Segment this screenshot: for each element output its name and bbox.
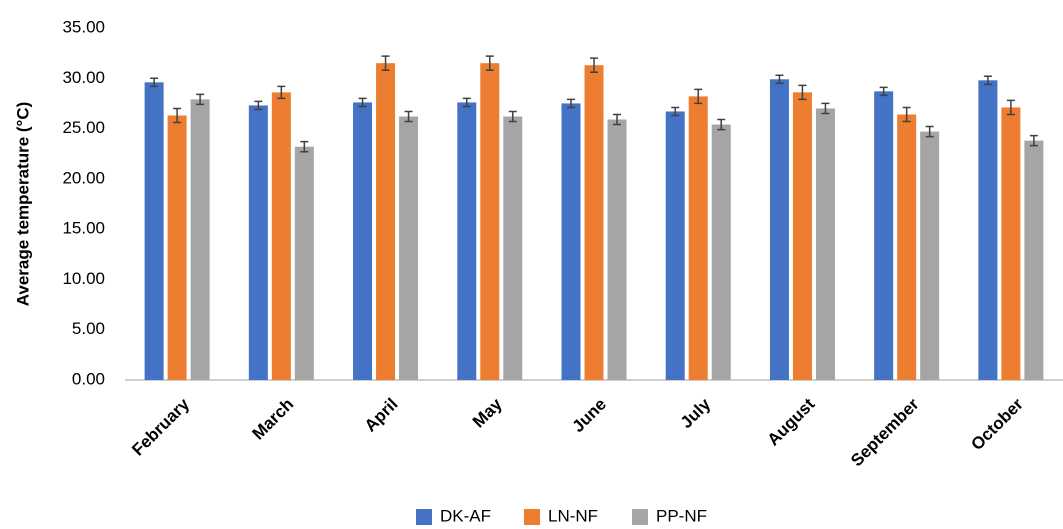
legend-swatch — [632, 509, 648, 525]
bar — [190, 99, 210, 381]
y-tick-label: 30.00 — [62, 68, 105, 87]
bar — [561, 103, 581, 380]
y-tick-label: 35.00 — [62, 17, 105, 36]
bar — [353, 102, 373, 381]
error-bar — [254, 100, 263, 111]
y-axis-title: Average temperature (°C) — [13, 102, 32, 307]
legend-label: DK-AF — [440, 506, 491, 525]
error-bar — [983, 75, 992, 86]
bar — [480, 63, 500, 380]
legend-swatch — [416, 509, 432, 525]
x-tick-label: February — [128, 394, 193, 459]
error-bar — [404, 110, 413, 123]
bar — [167, 115, 187, 381]
error-bar — [567, 98, 575, 109]
x-tick-label: September — [847, 394, 923, 470]
error-bar — [358, 97, 367, 108]
y-tick-label: 20.00 — [62, 168, 105, 187]
x-tick-label: April — [361, 395, 402, 436]
x-tick-label: August — [764, 394, 819, 449]
bar — [769, 79, 789, 380]
bar — [792, 92, 812, 380]
bar — [815, 108, 835, 380]
x-tick-label: October — [967, 394, 1027, 454]
bar — [978, 80, 998, 380]
bar — [874, 91, 894, 381]
bar — [144, 82, 164, 381]
x-tick-label: March — [248, 395, 297, 444]
x-tick-label: May — [469, 394, 506, 431]
bar — [584, 65, 604, 380]
bar — [399, 116, 419, 380]
error-bar — [508, 110, 517, 123]
bar — [503, 116, 523, 380]
bar — [897, 114, 917, 381]
bar — [376, 63, 396, 380]
y-tick-label: 10.00 — [62, 269, 105, 288]
error-bar — [694, 88, 703, 105]
error-bar — [173, 107, 182, 124]
error-bar — [196, 93, 205, 106]
error-bar — [590, 57, 598, 74]
error-bar — [879, 86, 888, 97]
bar — [1001, 107, 1021, 381]
error-bar — [277, 85, 286, 100]
error-bar — [485, 55, 494, 71]
legend-swatch — [524, 509, 540, 525]
y-tick-label: 0.00 — [72, 369, 105, 388]
bar — [665, 111, 685, 380]
bar — [271, 92, 291, 380]
bar — [248, 105, 268, 380]
error-bar — [798, 84, 807, 101]
error-bar — [300, 140, 309, 153]
legend-label: LN-NF — [548, 506, 598, 525]
error-bar — [717, 118, 726, 131]
error-bar — [775, 74, 784, 85]
error-bar — [925, 125, 934, 138]
y-tick-label: 25.00 — [62, 118, 105, 137]
error-bar — [381, 55, 390, 71]
bar — [607, 119, 627, 381]
y-tick-label: 5.00 — [72, 319, 105, 338]
x-tick-label: June — [569, 395, 610, 436]
bar — [294, 146, 314, 380]
bar — [457, 102, 477, 381]
bar — [711, 124, 731, 380]
error-bar — [1006, 99, 1015, 116]
bar — [920, 131, 940, 380]
error-bar — [1029, 134, 1038, 147]
bar — [1024, 140, 1044, 380]
error-bar — [613, 113, 621, 126]
error-bar — [462, 97, 471, 108]
error-bar — [150, 77, 159, 88]
y-tick-label: 15.00 — [62, 219, 105, 238]
error-bar — [902, 106, 911, 123]
error-bar — [821, 102, 830, 115]
error-bar — [671, 106, 680, 117]
x-tick-label: July — [677, 394, 715, 432]
legend-label: PP-NF — [656, 506, 707, 525]
bar — [688, 96, 708, 380]
